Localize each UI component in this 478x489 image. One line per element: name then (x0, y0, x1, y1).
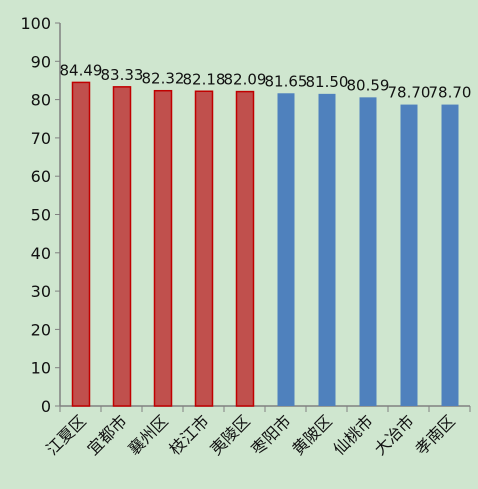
bar-9[interactable] (400, 104, 418, 406)
bar-6[interactable] (277, 93, 295, 406)
y-tick-label: 40 (31, 244, 51, 263)
category-label-4: 枝江市 (165, 411, 212, 458)
y-tick-label: 20 (31, 320, 51, 339)
data-label-5: 82.09 (224, 71, 267, 89)
y-tick-label: 70 (31, 129, 51, 148)
category-label-3: 襄州区 (124, 411, 171, 458)
y-tick-label: 0 (41, 397, 51, 416)
bar-10[interactable] (441, 104, 459, 406)
data-label-9: 78.70 (388, 84, 431, 102)
data-label-6: 81.65 (265, 72, 308, 90)
y-tick-label: 10 (31, 359, 51, 378)
category-label-9: 大冶市 (370, 411, 417, 458)
bar-4[interactable] (194, 90, 214, 407)
bars-layer (71, 81, 459, 407)
y-tick-label: 90 (31, 52, 51, 71)
data-label-3: 82.32 (142, 70, 185, 88)
y-tick-label: 80 (31, 91, 51, 110)
bar-3[interactable] (153, 89, 173, 407)
bar-7[interactable] (318, 93, 336, 406)
data-labels-layer: 84.4983.3382.3282.1882.0981.6581.5080.59… (60, 61, 472, 101)
bar-5[interactable] (235, 90, 255, 407)
bar-1[interactable] (71, 81, 91, 407)
category-label-5: 夷陵区 (206, 411, 253, 458)
category-label-8: 仙桃市 (329, 411, 376, 458)
data-label-8: 80.59 (347, 76, 390, 94)
bar-8[interactable] (359, 97, 377, 406)
data-label-7: 81.50 (306, 73, 349, 91)
data-label-1: 84.49 (60, 61, 103, 79)
category-label-6: 枣阳市 (247, 411, 294, 458)
category-label-1: 江夏区 (42, 411, 89, 458)
y-tick-label: 30 (31, 282, 51, 301)
data-label-2: 83.33 (101, 66, 144, 84)
data-label-4: 82.18 (183, 70, 226, 88)
axis-layer: 0 10 20 30 40 50 60 70 80 90 100 (20, 14, 471, 416)
category-label-7: 黄陂区 (288, 411, 335, 458)
bar-2[interactable] (112, 86, 132, 407)
y-tick-label: 60 (31, 167, 51, 186)
y-tick-label: 100 (20, 14, 51, 33)
category-label-10: 孝南区 (411, 411, 458, 458)
category-label-2: 宜都市 (83, 411, 130, 458)
data-label-10: 78.70 (429, 84, 472, 102)
y-tick-label: 50 (31, 206, 51, 225)
